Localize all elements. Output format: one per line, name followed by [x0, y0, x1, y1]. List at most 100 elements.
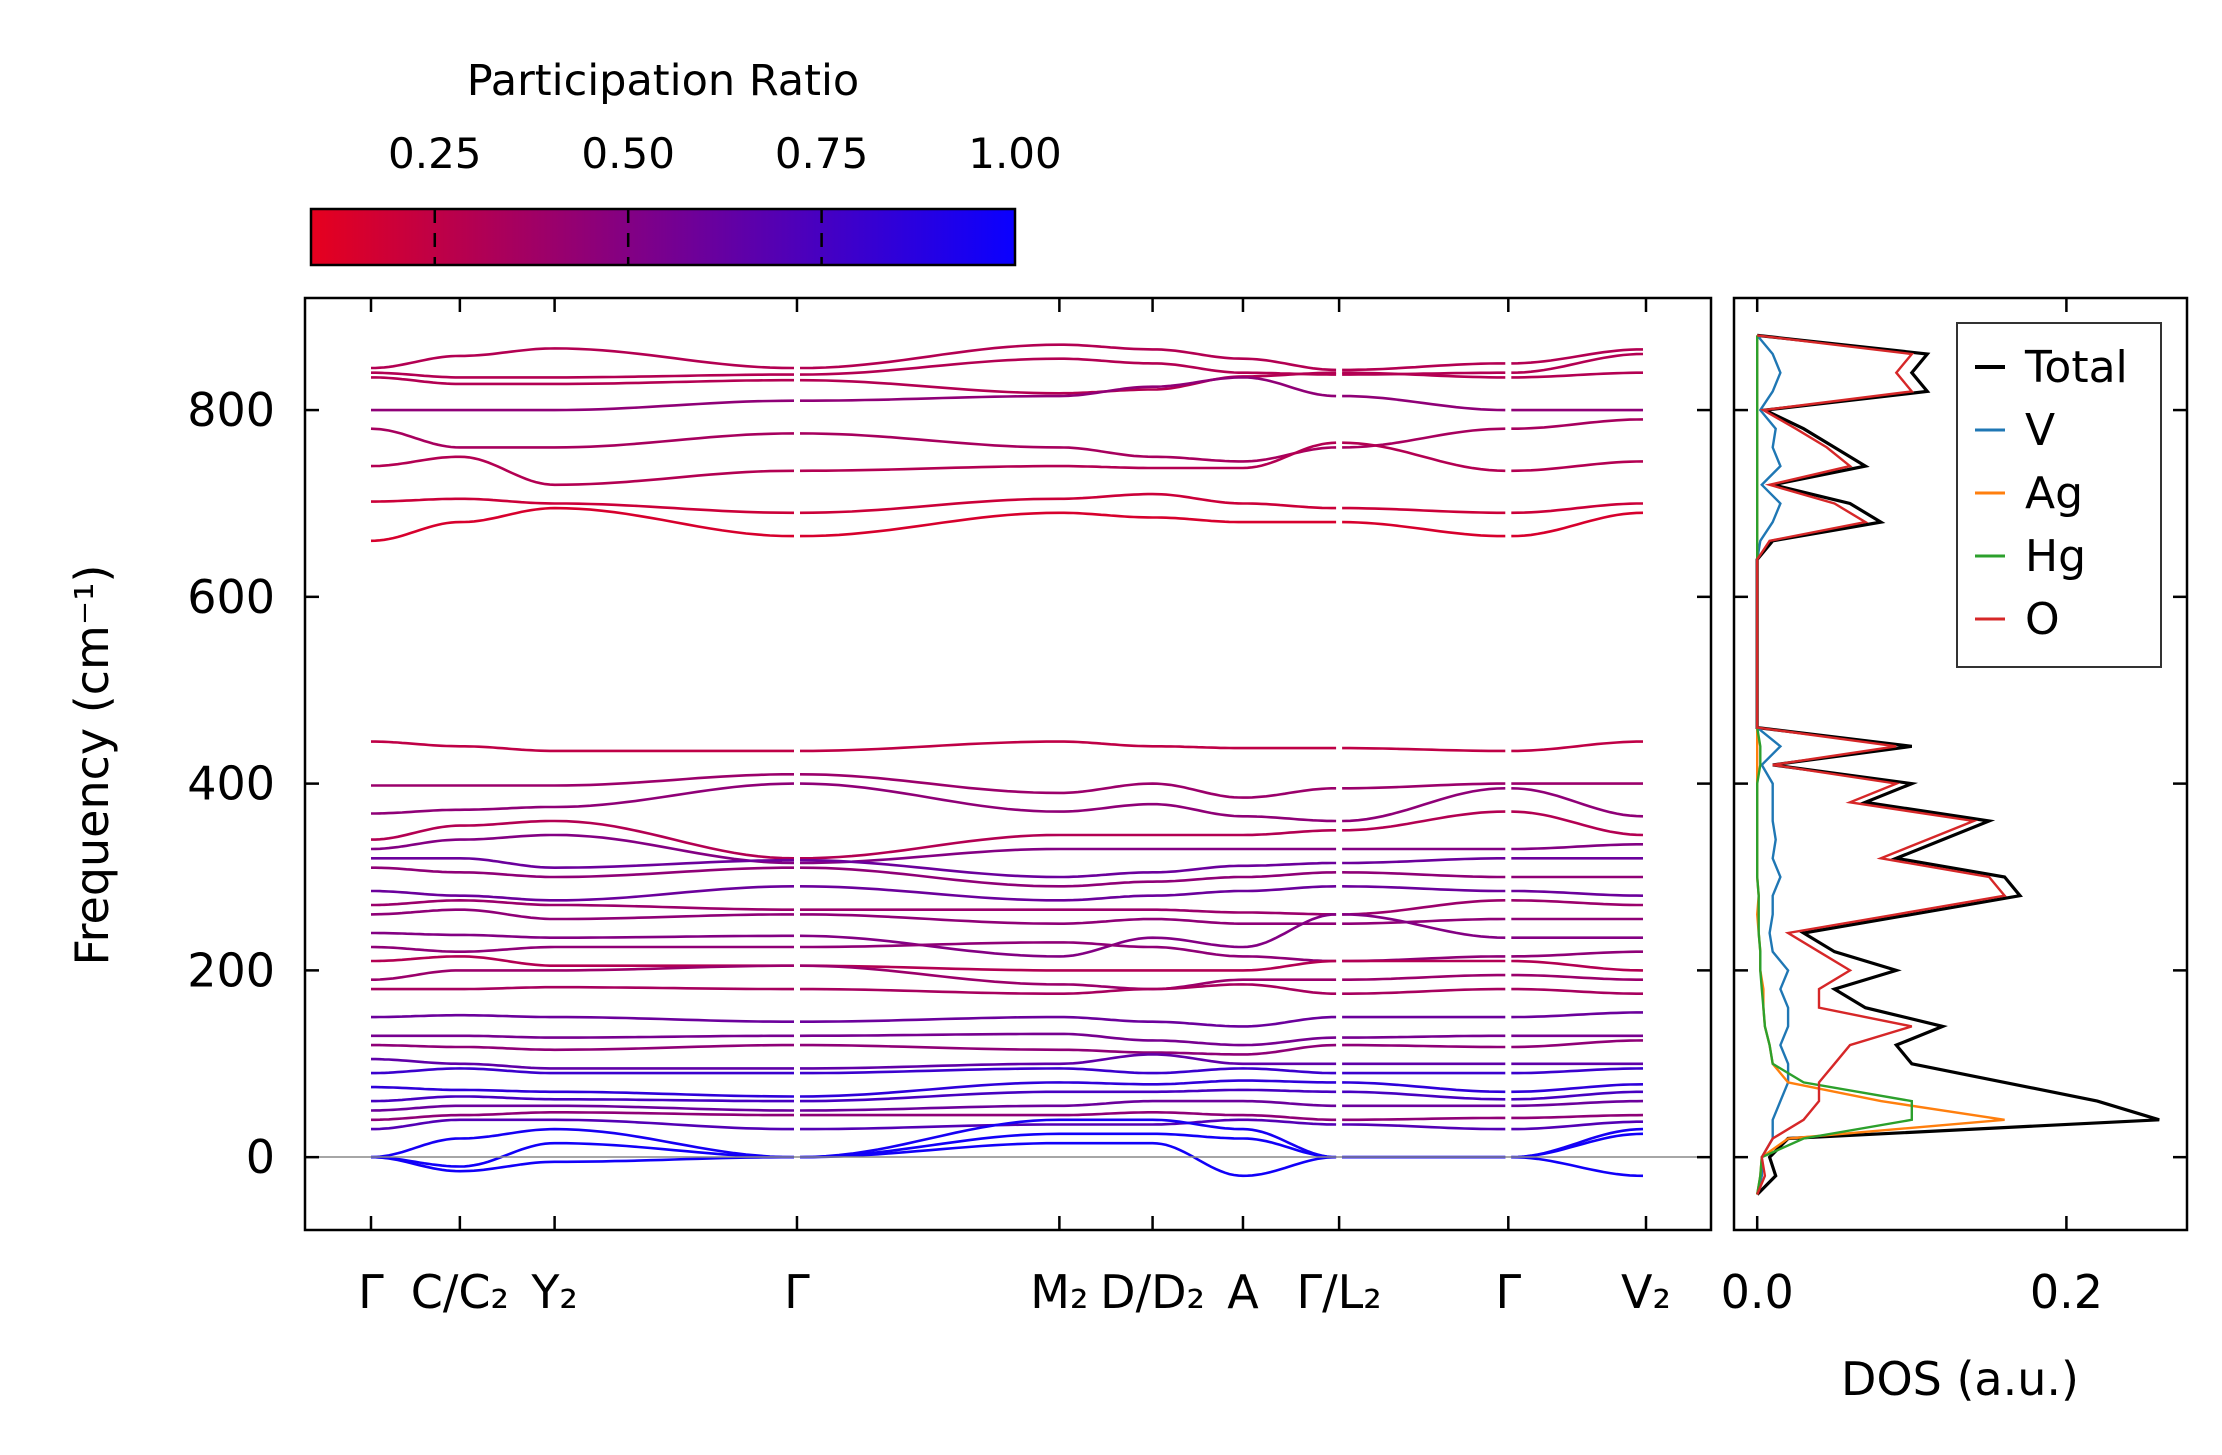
- band-line: [1511, 1083, 1644, 1094]
- band-line: [799, 357, 1337, 376]
- band-line: [1511, 950, 1643, 958]
- band-line: [1342, 371, 1506, 376]
- band-line: [799, 1132, 1337, 1159]
- band-line: [1511, 418, 1644, 430]
- band-line: [1511, 740, 1643, 753]
- band-line: [799, 371, 1337, 395]
- band-line: [1342, 899, 1506, 916]
- band-line: [799, 913, 1337, 958]
- dos-line-o: [1755, 334, 2007, 1195]
- band-line: [799, 773, 1337, 799]
- band-line: [371, 497, 795, 515]
- band-line: [799, 1141, 1337, 1178]
- kpoint-label: A: [1227, 1265, 1259, 1319]
- band-line: [1342, 506, 1506, 515]
- band-line: [1342, 810, 1506, 832]
- band-line: [371, 885, 795, 902]
- band-line: [1511, 787, 1644, 818]
- band-line: [1342, 1123, 1506, 1131]
- band-line: [1342, 746, 1506, 753]
- dos-x-tick-label: 0.0: [1721, 1265, 1794, 1319]
- band-line: [1511, 899, 1643, 907]
- band-line: [371, 857, 794, 870]
- band-line: [1342, 857, 1506, 865]
- band-line: [1342, 1043, 1506, 1049]
- band-line: [371, 964, 794, 981]
- band-line: [370, 1104, 795, 1112]
- band-line: [1511, 1127, 1644, 1159]
- y-tick-label: 800: [187, 383, 275, 437]
- band-line: [371, 1111, 794, 1122]
- band-line: [800, 1111, 1337, 1122]
- band-line: [371, 782, 795, 815]
- band-lines: [370, 343, 1644, 1178]
- band-line: [1511, 959, 1644, 972]
- band-line: [371, 347, 795, 370]
- band-line: [370, 945, 794, 953]
- band-line: [1342, 782, 1506, 790]
- band-line: [800, 376, 1337, 402]
- band-line: [799, 782, 1337, 823]
- band-line: [371, 1043, 794, 1052]
- band-line: [1342, 362, 1506, 372]
- band-line: [1511, 1011, 1643, 1019]
- legend-label-total: Total: [2024, 342, 2128, 393]
- band-line: [371, 866, 794, 879]
- y-tick-label: 0: [246, 1130, 275, 1184]
- band-line: [1511, 1039, 1644, 1049]
- band-line: [370, 908, 794, 921]
- band-line: [1342, 913, 1506, 939]
- band-line: [371, 773, 794, 787]
- band-line: [371, 819, 795, 860]
- dos-line-v: [1755, 334, 1790, 1195]
- band-line: [800, 1043, 1337, 1056]
- band-line: [371, 931, 794, 939]
- band-line: [371, 1141, 795, 1168]
- band-line: [371, 1095, 794, 1103]
- band-line: [799, 432, 1337, 463]
- band-line: [370, 506, 795, 543]
- dos-x-axis-label: DOS (a.u.): [1841, 1352, 2079, 1406]
- band-line: [1511, 810, 1644, 837]
- legend-label-hg: Hg: [2025, 531, 2086, 582]
- dos-plot-frame: [1732, 296, 2189, 1232]
- band-line: [371, 371, 794, 379]
- dos-x-tick-label: 0.2: [2030, 1265, 2103, 1319]
- band-line: [1511, 889, 1644, 897]
- band-line: [799, 1118, 1337, 1159]
- band-line: [799, 343, 1337, 372]
- band-line: [1511, 1067, 1644, 1075]
- colorbar: [309, 207, 1017, 267]
- band-line: [800, 941, 1337, 963]
- legend: Total V Ag Hg O: [1956, 322, 2162, 668]
- band-line: [1342, 394, 1506, 412]
- band-line: [1511, 1120, 1643, 1131]
- band-line: [800, 983, 1337, 995]
- band-line: [1511, 1155, 1644, 1178]
- band-line: [371, 1085, 795, 1098]
- band-line: [1511, 1113, 1644, 1120]
- band-line: [800, 959, 1337, 972]
- band-line: [371, 376, 794, 386]
- band-line: [1342, 787, 1506, 823]
- y-tick-label: 600: [187, 570, 275, 624]
- band-line: [1342, 871, 1506, 879]
- band-line: [371, 399, 795, 412]
- band-line: [1342, 1081, 1506, 1094]
- dos-lines: [1755, 333, 2160, 1196]
- band-line: [1511, 973, 1643, 981]
- band-axis-ticks: 0 200 400 600 800 Γ C/C₂ Y₂ Γ M₂ D/D₂ A Γ/L₂ Γ V₂: [187, 298, 2187, 1319]
- band-line: [370, 455, 795, 487]
- colorbar-tick-labels: 0.25 0.50 0.75 1.00: [388, 129, 1062, 178]
- band-line: [799, 1032, 1337, 1047]
- band-line: [1511, 1090, 1643, 1101]
- band-line: [1511, 348, 1643, 365]
- band-line: [1511, 987, 1643, 995]
- legend-label-o: O: [2025, 594, 2060, 645]
- band-line: [1342, 987, 1506, 995]
- band-line: [799, 492, 1337, 515]
- band-line: [370, 427, 795, 449]
- band-line: [371, 898, 794, 911]
- band-line: [799, 511, 1337, 538]
